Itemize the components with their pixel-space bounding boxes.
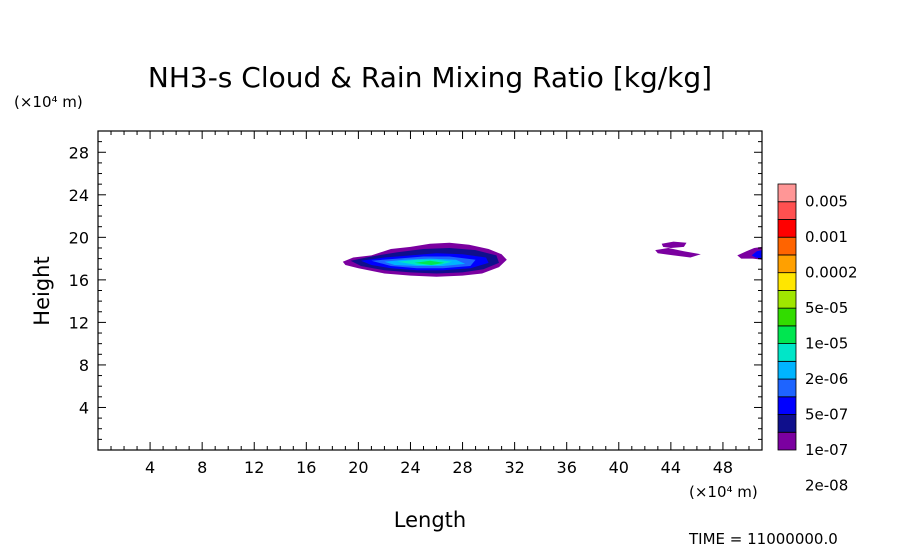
colorbar-label: 5e-07 bbox=[805, 406, 848, 424]
x-tick-label: 8 bbox=[197, 458, 207, 477]
x-tick-label: 40 bbox=[609, 458, 629, 477]
colorbar-swatch bbox=[777, 201, 797, 220]
colorbar-swatch bbox=[777, 236, 797, 256]
x-tick-label: 16 bbox=[296, 458, 316, 477]
x-tick-label: 24 bbox=[400, 458, 420, 477]
y-tick-label: 12 bbox=[69, 313, 89, 332]
colorbar-swatch bbox=[777, 272, 797, 291]
x-tick-label: 32 bbox=[504, 458, 524, 477]
colorbar-label: 0.0002 bbox=[805, 264, 858, 282]
colorbar-swatch bbox=[777, 325, 797, 344]
colorbar-label: 0.005 bbox=[805, 193, 848, 211]
y-tick-label: 20 bbox=[69, 228, 89, 247]
colorbar-swatch bbox=[777, 183, 797, 203]
plot-frame bbox=[97, 130, 763, 451]
contour-region bbox=[655, 248, 701, 258]
x-tick-label: 12 bbox=[244, 458, 264, 477]
colorbar-label: 1e-05 bbox=[805, 335, 848, 353]
colorbar-label: 0.001 bbox=[805, 228, 848, 246]
colorbar-swatch bbox=[777, 307, 797, 327]
y-tick-label: 16 bbox=[69, 271, 89, 290]
contour-region bbox=[751, 250, 762, 259]
colorbar-swatch bbox=[777, 396, 797, 415]
contour-region bbox=[661, 241, 687, 248]
colorbar-label: 2e-08 bbox=[805, 477, 848, 495]
y-tick-label: 4 bbox=[79, 398, 89, 417]
time-label: TIME = 11000000.0 bbox=[688, 530, 838, 544]
colorbar-label: 1e-07 bbox=[805, 441, 848, 459]
colorbar-swatch bbox=[777, 360, 797, 380]
y-tick-label: 8 bbox=[79, 356, 89, 375]
y-axis-label: Height bbox=[30, 256, 54, 325]
colorbar-swatch bbox=[777, 431, 797, 451]
x-tick-label: 44 bbox=[661, 458, 681, 477]
x-axis: 4 8 12 16 20 24 28 32 36 40 44 48 bbox=[110, 131, 763, 477]
contour-region bbox=[414, 260, 445, 265]
colorbar: 0.005 0.001 0.0002 5e-05 1e-05 2e-06 5e-07 1e-0… bbox=[777, 183, 858, 495]
y-axis: 4 8 12 16 20 24 28 bbox=[69, 141, 762, 440]
colorbar-swatch bbox=[777, 378, 797, 398]
y-unit-label: (×10⁴ m) bbox=[14, 93, 83, 111]
y-tick-label: 28 bbox=[69, 143, 89, 162]
x-tick-label: 48 bbox=[713, 458, 733, 477]
contour-field bbox=[342, 241, 762, 277]
colorbar-label: 5e-05 bbox=[805, 299, 848, 317]
x-tick-label: 36 bbox=[557, 458, 577, 477]
colorbar-swatch bbox=[777, 254, 797, 274]
x-axis-label: Length bbox=[394, 508, 466, 532]
colorbar-swatch bbox=[777, 414, 797, 433]
y-tick-label: 24 bbox=[69, 186, 89, 205]
colorbar-swatch bbox=[777, 289, 797, 309]
x-unit-label: (×10⁴ m) bbox=[689, 483, 758, 501]
x-tick-label: 28 bbox=[452, 458, 472, 477]
colorbar-swatch bbox=[777, 219, 797, 238]
colorbar-label: 2e-06 bbox=[805, 370, 848, 388]
x-tick-label: 4 bbox=[145, 458, 155, 477]
x-tick-label: 20 bbox=[348, 458, 368, 477]
chart-title: NH3-s Cloud & Rain Mixing Ratio [kg/kg] bbox=[148, 61, 712, 94]
colorbar-swatch bbox=[777, 343, 797, 362]
